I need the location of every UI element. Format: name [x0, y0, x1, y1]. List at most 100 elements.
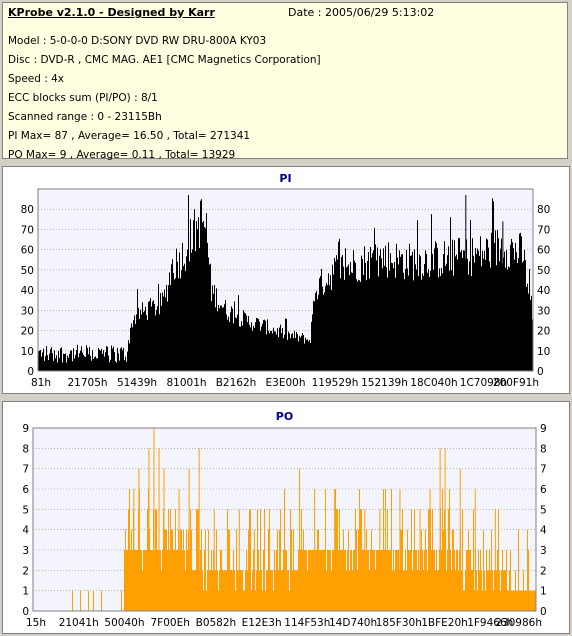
- pi-ytick-left: 70: [21, 224, 34, 236]
- pi-bar: [88, 354, 89, 371]
- po-bar: [157, 550, 158, 611]
- po-bar: [368, 550, 369, 611]
- po-stats-line: PO Max= 9 , Average= 0.11 , Total= 13929: [8, 149, 236, 161]
- po-bar: [477, 590, 478, 611]
- po-spike: [198, 448, 200, 611]
- pi-bar: [64, 354, 65, 371]
- pi-bar: [165, 297, 166, 371]
- pi-bar: [332, 264, 333, 371]
- pi-bar: [46, 346, 47, 371]
- po-ytick-left: 8: [22, 443, 29, 455]
- pi-bar: [428, 269, 429, 371]
- pi-bar: [132, 327, 133, 371]
- pi-bar: [122, 350, 123, 371]
- po-bar: [146, 550, 147, 611]
- po-bar: [428, 509, 429, 611]
- po-bar: [335, 489, 336, 611]
- po-bar: [240, 570, 241, 611]
- po-bar: [366, 529, 367, 611]
- po-bar: [346, 570, 347, 611]
- po-bar: [385, 489, 386, 611]
- po-bar: [160, 550, 161, 611]
- info-panel: KProbe v2.1.0 - Designed by Karr Date : …: [2, 2, 568, 161]
- po-bar: [168, 509, 169, 611]
- pi-bar: [125, 356, 126, 371]
- pi-bar: [160, 293, 161, 371]
- po-bar: [297, 570, 298, 611]
- pi-bar: [223, 307, 224, 371]
- po-bar: [365, 550, 366, 611]
- pi-xtick: 119529h: [312, 377, 359, 389]
- pi-bar: [236, 318, 237, 371]
- pi-bar: [116, 362, 117, 371]
- po-bar: [245, 570, 246, 611]
- po-bar: [405, 550, 406, 611]
- po-spike: [253, 529, 255, 611]
- po-bar: [512, 590, 513, 611]
- pi-bar: [60, 348, 61, 371]
- po-bar: [154, 550, 155, 611]
- pi-bar: [40, 350, 41, 371]
- po-spike: [158, 448, 160, 611]
- pi-bar: [81, 346, 82, 371]
- pi-bar: [517, 263, 518, 371]
- pi-bar: [489, 261, 490, 371]
- pi-bar: [497, 229, 498, 371]
- po-bar: [505, 570, 506, 611]
- po-bar: [351, 550, 352, 611]
- pi-bar: [251, 322, 252, 371]
- po-bar: [277, 529, 278, 611]
- pi-bar: [292, 333, 293, 371]
- pi-bar: [324, 292, 325, 371]
- pi-bar: [484, 250, 485, 371]
- pi-ytick-right: 30: [537, 305, 550, 317]
- po-bar: [93, 590, 94, 611]
- po-bar: [287, 570, 288, 611]
- pi-bar: [493, 201, 494, 371]
- pi-bar: [378, 276, 379, 371]
- po-bar: [517, 590, 518, 611]
- pi-bar: [53, 360, 54, 371]
- pi-bar: [491, 232, 492, 371]
- pi-bar: [247, 321, 248, 371]
- pi-bar: [374, 227, 375, 371]
- pi-bar: [346, 267, 347, 371]
- pi-bar: [263, 319, 264, 371]
- pi-bar: [340, 278, 341, 371]
- po-bar: [174, 550, 175, 611]
- pi-bar: [121, 347, 122, 371]
- po-bar: [125, 529, 126, 611]
- pi-bar: [109, 362, 110, 371]
- pi-bar: [482, 250, 483, 371]
- pi-ytick-right: 10: [537, 346, 550, 358]
- pi-bar: [388, 242, 389, 371]
- po-bar: [425, 529, 426, 611]
- pi-bar: [204, 226, 205, 371]
- pi-bar: [52, 353, 53, 371]
- pi-bar: [78, 357, 79, 371]
- pi-bar: [476, 253, 477, 371]
- pi-bar: [467, 258, 468, 371]
- pi-bar: [316, 290, 317, 371]
- pi-bar: [440, 276, 441, 371]
- po-bar: [321, 550, 322, 611]
- pi-bar: [212, 285, 213, 371]
- po-bar: [363, 550, 364, 611]
- po-bar: [134, 550, 135, 611]
- pi-bar: [507, 269, 508, 371]
- po-bar: [409, 550, 410, 611]
- pi-bar: [360, 281, 361, 371]
- pi-bar: [424, 264, 425, 371]
- po-bar: [226, 570, 227, 611]
- po-bar: [295, 570, 296, 611]
- po-bar: [202, 570, 203, 611]
- pi-bar: [277, 328, 278, 371]
- po-bar: [447, 550, 448, 611]
- pi-bar: [49, 353, 50, 371]
- po-bar: [419, 570, 420, 611]
- pi-bar: [196, 220, 197, 371]
- po-bar: [236, 529, 237, 611]
- po-xtick: 21041h: [59, 617, 99, 629]
- pi-bar: [371, 257, 372, 371]
- pi-bar: [309, 340, 310, 371]
